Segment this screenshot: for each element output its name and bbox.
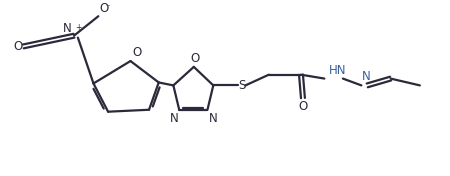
- Text: N: N: [362, 70, 371, 83]
- Text: S: S: [238, 79, 245, 92]
- Text: O: O: [298, 100, 307, 113]
- Text: N: N: [63, 22, 72, 35]
- Text: N: N: [170, 112, 178, 125]
- Text: O: O: [13, 40, 22, 53]
- Text: O: O: [99, 2, 108, 15]
- Text: N: N: [208, 112, 217, 125]
- Text: +: +: [75, 23, 81, 32]
- Text: HN: HN: [329, 64, 347, 77]
- Text: ⁻: ⁻: [105, 3, 110, 12]
- Text: O: O: [132, 46, 142, 59]
- Text: O: O: [190, 52, 199, 65]
